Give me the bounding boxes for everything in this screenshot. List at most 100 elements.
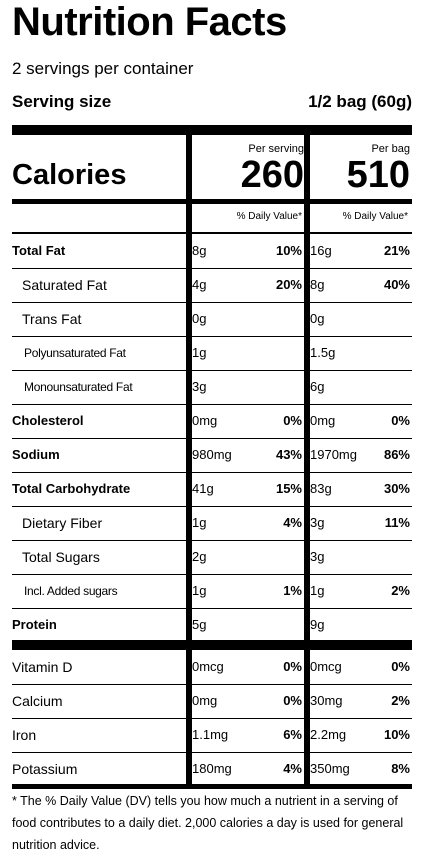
nutrient-row: Dietary Fiber 1g 4% 3g 11% <box>12 506 412 540</box>
column-divider-2 <box>304 135 310 640</box>
bag-daily-value: 0% <box>391 659 410 674</box>
servings-per-container: 2 servings per container <box>12 59 194 78</box>
bag-amount: 8g <box>310 277 325 292</box>
thick-divider-top <box>12 125 412 135</box>
per-serving-header: Per serving <box>248 143 304 155</box>
serving-daily-value: 20% <box>275 277 302 292</box>
serving-amount: 180mg <box>192 761 232 776</box>
bag-amount: 30mg <box>310 693 343 708</box>
dv-header-serving: % Daily Value* <box>236 211 302 222</box>
bag-daily-value <box>352 608 410 642</box>
nutrient-name: Potassium <box>12 761 78 777</box>
row-divider <box>12 684 412 685</box>
bag-amount: 2.2mg <box>310 727 347 742</box>
row-divider <box>12 472 412 473</box>
dv-header-bag: % Daily Value* <box>342 211 408 222</box>
serving-amount: 0g <box>192 311 207 326</box>
nutrient-name: Dietary Fiber <box>22 515 103 531</box>
serving-daily-value <box>242 370 302 404</box>
nutrient-row: Iron 1.1mg 6% 2.2mg 10% <box>12 718 412 752</box>
bag-daily-value: 40% <box>383 277 410 292</box>
column-divider-1 <box>186 135 192 640</box>
row-divider <box>12 608 412 609</box>
bag-daily-value: 10% <box>383 727 410 742</box>
label-title: Nutrition Facts <box>12 0 287 44</box>
bag-amount: 3g <box>310 549 325 564</box>
nutrient-row: Monounsaturated Fat 3g 6g <box>12 370 412 404</box>
nutrient-name: Calcium <box>12 693 63 709</box>
serving-size-label: Serving size <box>12 92 112 111</box>
nutrient-row: Total Fat 8g 10% 16g 21% <box>12 234 412 268</box>
serving-daily-value: 10% <box>275 243 302 258</box>
bag-amount: 16g <box>310 243 332 258</box>
serving-amount: 8g <box>192 243 207 258</box>
serving-daily-value <box>242 608 302 642</box>
row-divider <box>12 370 412 371</box>
bag-daily-value: 86% <box>383 447 410 462</box>
serving-amount: 0mg <box>192 693 218 708</box>
bag-amount: 0mg <box>310 413 336 428</box>
bag-daily-value: 0% <box>391 413 410 428</box>
bag-daily-value: 8% <box>391 761 410 776</box>
bag-daily-value: 2% <box>391 583 410 598</box>
serving-daily-value <box>242 336 302 370</box>
row-divider <box>12 506 412 507</box>
nutrient-name: Protein <box>12 617 57 632</box>
nutrient-row: Incl. Added sugars 1g 1% 1g 2% <box>12 574 412 608</box>
row-divider <box>12 336 412 337</box>
serving-daily-value: 4% <box>283 515 302 530</box>
serving-daily-value: 43% <box>275 447 302 462</box>
nutrient-row: Total Sugars 2g 3g <box>12 540 412 574</box>
divider-under-calories <box>12 199 412 204</box>
nutrient-name: Monounsaturated Fat <box>24 380 133 394</box>
footnote: * The % Daily Value (DV) tells you how m… <box>12 794 404 852</box>
serving-daily-value <box>242 540 302 574</box>
bag-amount: 350mg <box>310 761 350 776</box>
per-bag-calories: 510 <box>346 154 410 196</box>
per-bag-header: Per bag <box>371 143 410 155</box>
serving-amount: 4g <box>192 277 207 292</box>
thick-divider-vitamins <box>12 640 412 650</box>
nutrient-row: Calcium 0mg 0% 30mg 2% <box>12 684 412 718</box>
bag-daily-value <box>352 370 410 404</box>
serving-amount: 2g <box>192 549 207 564</box>
bag-amount: 9g <box>310 617 325 632</box>
nutrient-name: Incl. Added sugars <box>24 584 118 598</box>
divider-under-dv <box>12 232 412 234</box>
row-divider <box>12 302 412 303</box>
serving-amount: 1g <box>192 515 207 530</box>
serving-size-value: 1/2 bag (60g) <box>308 92 412 111</box>
serving-size-row: Serving size 1/2 bag (60g) <box>12 90 412 114</box>
calories-label: Calories <box>12 159 127 191</box>
nutrient-row: Vitamin D 0mcg 0% 0mcg 0% <box>12 650 412 684</box>
nutrient-name: Polyunsaturated Fat <box>24 346 126 360</box>
bag-amount: 1970mg <box>310 447 357 462</box>
bag-daily-value: 11% <box>384 515 410 530</box>
nutrient-name: Total Sugars <box>22 549 100 565</box>
nutrient-row: Trans Fat 0g 0g <box>12 302 412 336</box>
nutrient-row: Potassium 180mg 4% 350mg 8% <box>12 752 412 786</box>
bag-amount: 83g <box>310 481 332 496</box>
nutrient-name: Cholesterol <box>12 413 84 428</box>
serving-amount: 1g <box>192 345 207 360</box>
nutrient-name: Sodium <box>12 447 60 462</box>
nutrient-row: Protein 5g 9g <box>12 608 412 642</box>
bag-amount: 1.5g <box>310 345 336 360</box>
serving-daily-value: 1% <box>283 583 302 598</box>
row-divider <box>12 540 412 541</box>
serving-amount: 0mcg <box>192 659 224 674</box>
nutrient-name: Vitamin D <box>12 659 73 675</box>
serving-daily-value: 4% <box>283 761 302 776</box>
serving-amount: 1g <box>192 583 207 598</box>
serving-daily-value: 0% <box>283 413 302 428</box>
bag-amount: 1g <box>310 583 325 598</box>
nutrient-name: Iron <box>12 727 37 743</box>
bag-amount: 0mcg <box>310 659 342 674</box>
serving-amount: 0mg <box>192 413 218 428</box>
bag-amount: 6g <box>310 379 325 394</box>
serving-daily-value: 0% <box>283 659 302 674</box>
bag-daily-value: 21% <box>383 243 410 258</box>
serving-amount: 41g <box>192 481 214 496</box>
per-serving-calories: 260 <box>240 154 304 196</box>
nutrient-row: Saturated Fat 4g 20% 8g 40% <box>12 268 412 302</box>
